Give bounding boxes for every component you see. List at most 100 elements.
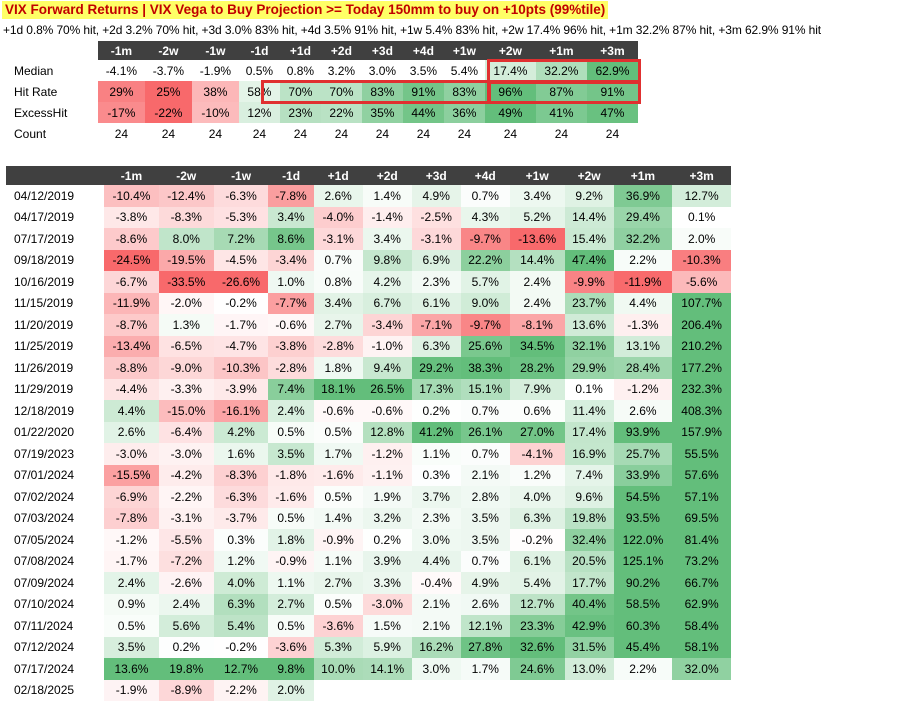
event-cell: 9.0% xyxy=(460,292,510,314)
event-row: 10/16/2019 -6.7% -33.5% -26.6% 1.0% 0.8% 4.2% 2… xyxy=(6,271,731,293)
column-header: +4d xyxy=(460,166,510,185)
column-header: +2w xyxy=(484,41,536,60)
event-cell: -3.4% xyxy=(268,249,314,271)
event-cell: -1.0% xyxy=(362,335,412,357)
summary-cell: 62.9% xyxy=(586,60,638,81)
column-header: +1m xyxy=(535,41,587,60)
summary-cell: 96% xyxy=(484,81,536,102)
column-header: +2w xyxy=(564,166,614,185)
event-cell: 2.7% xyxy=(313,572,363,594)
event-date: 07/03/2024 xyxy=(14,511,75,526)
event-cell: 3.0% xyxy=(411,529,461,551)
event-cell: -3.9% xyxy=(213,378,269,400)
event-cell: 2.6% xyxy=(104,421,159,443)
event-cell: 55.5% xyxy=(672,443,731,465)
event-cell: 28.2% xyxy=(509,357,565,379)
event-cell: 29.2% xyxy=(411,357,461,379)
summary-cell: 41% xyxy=(535,102,587,123)
event-cell: 5.4% xyxy=(509,572,565,594)
event-cell: 0.2% xyxy=(411,400,461,422)
event-cell: 1.1% xyxy=(268,572,314,594)
event-cell: 11.4% xyxy=(564,400,614,422)
event-cell: 0.3% xyxy=(411,464,461,486)
event-cell: 3.3% xyxy=(362,572,412,594)
events-header-row: -1m -2w -1w -1d +1d +2d +3d +4d +1w +2w +1m +3m xyxy=(6,166,731,185)
event-cell: -3.1% xyxy=(158,507,214,529)
event-cell: 47.4% xyxy=(564,249,614,271)
event-cell: 17.3% xyxy=(411,378,461,400)
event-date: 07/11/2024 xyxy=(14,618,74,633)
event-cell: 2.1% xyxy=(460,464,510,486)
event-cell: 73.2% xyxy=(672,550,731,572)
column-header: -1d xyxy=(238,41,280,60)
event-cell: 0.5% xyxy=(313,593,363,615)
event-cell: 3.5% xyxy=(104,636,159,658)
page-title: VIX Forward Returns | VIX Vega to Buy Pr… xyxy=(2,1,609,19)
event-date: 02/18/2025 xyxy=(14,683,75,698)
event-row: 07/12/2024 3.5% 0.2% -0.2% -3.6% 5.3% 5.9% 16.2… xyxy=(6,636,731,658)
summary-row-label: Hit Rate xyxy=(14,84,58,99)
event-cell: 25.6% xyxy=(460,335,510,357)
summary-cell: 0.5% xyxy=(238,60,280,81)
summary-cell: 29% xyxy=(97,81,145,102)
event-cell: 3.4% xyxy=(362,228,412,250)
event-cell: 60.3% xyxy=(613,615,673,637)
events-table: -1m -2w -1w -1d +1d +2d +3d +4d +1w +2w +1m +3m 04/… xyxy=(6,166,731,701)
event-cell: 6.1% xyxy=(509,550,565,572)
event-cell: 26.5% xyxy=(362,378,412,400)
event-cell: -3.3% xyxy=(158,378,214,400)
event-cell: 2.7% xyxy=(313,314,363,336)
summary-cell: 24 xyxy=(144,123,192,144)
event-cell: 2.8% xyxy=(460,486,510,508)
event-cell: 1.7% xyxy=(313,443,363,465)
event-cell: -2.5% xyxy=(411,206,461,228)
event-cell: -5.6% xyxy=(672,271,731,293)
event-cell: 15.1% xyxy=(460,378,510,400)
event-cell: 10.0% xyxy=(313,658,363,680)
event-cell: -1.7% xyxy=(213,314,269,336)
summary-cell: -22% xyxy=(144,102,192,123)
summary-cell: 12% xyxy=(238,102,280,123)
event-cell: 0.7% xyxy=(313,249,363,271)
event-cell: 16.2% xyxy=(411,636,461,658)
event-cell: 2.4% xyxy=(104,572,159,594)
event-cell: 24.6% xyxy=(509,658,565,680)
column-header: -1m xyxy=(104,166,159,185)
event-cell: 4.0% xyxy=(213,572,269,594)
event-cell: -1.7% xyxy=(104,550,159,572)
event-cell: 20.5% xyxy=(564,550,614,572)
event-cell: 2.2% xyxy=(613,249,673,271)
event-cell: 1.7% xyxy=(460,658,510,680)
event-row: 11/29/2019 -4.4% -3.3% -3.9% 7.4% 18.1% 26.5% 1… xyxy=(6,378,731,400)
event-cell: 3.4% xyxy=(313,292,363,314)
event-cell: -1.4% xyxy=(362,206,412,228)
summary-cell: 25% xyxy=(144,81,192,102)
event-cell: -5.3% xyxy=(213,206,269,228)
event-date: 07/05/2024 xyxy=(14,532,75,547)
event-cell: -0.6% xyxy=(268,314,314,336)
hit-summary-line: +1d 0.8% 70% hit, +2d 3.2% 70% hit, +3d … xyxy=(3,23,822,37)
event-cell: -1.1% xyxy=(362,464,412,486)
event-row: 07/11/2024 0.5% 5.6% 5.4% 0.5% -3.6% 1.5% 2.1% 1… xyxy=(6,615,731,637)
event-row: 01/22/2020 2.6% -6.4% 4.2% 0.5% 0.5% 12.8% 41.2… xyxy=(6,421,731,443)
summary-cell: 22% xyxy=(320,102,362,123)
summary-cell: 3.0% xyxy=(361,60,403,81)
event-cell: -0.4% xyxy=(411,572,461,594)
event-cell: -0.2% xyxy=(509,529,565,551)
event-cell: 122.0% xyxy=(613,529,673,551)
event-cell: 3.4% xyxy=(268,206,314,228)
event-date: 07/12/2024 xyxy=(14,640,75,655)
event-cell: 8.0% xyxy=(158,228,214,250)
event-cell: -15.0% xyxy=(158,400,214,422)
summary-cell: 24 xyxy=(586,123,638,144)
event-cell: -2.0% xyxy=(158,292,214,314)
event-cell: 2.3% xyxy=(411,507,461,529)
event-cell: 58.4% xyxy=(672,615,731,637)
event-cell: 408.3% xyxy=(672,400,731,422)
event-cell: 3.5% xyxy=(460,507,510,529)
event-cell: 12.7% xyxy=(213,658,269,680)
event-cell: 0.5% xyxy=(268,421,314,443)
summary-row: ExcessHit -17% -22% -10% 12% 23% 22% 35% 44% 36% 4… xyxy=(6,102,638,123)
event-date: 12/18/2019 xyxy=(14,403,75,418)
event-cell: 36.9% xyxy=(613,185,673,207)
